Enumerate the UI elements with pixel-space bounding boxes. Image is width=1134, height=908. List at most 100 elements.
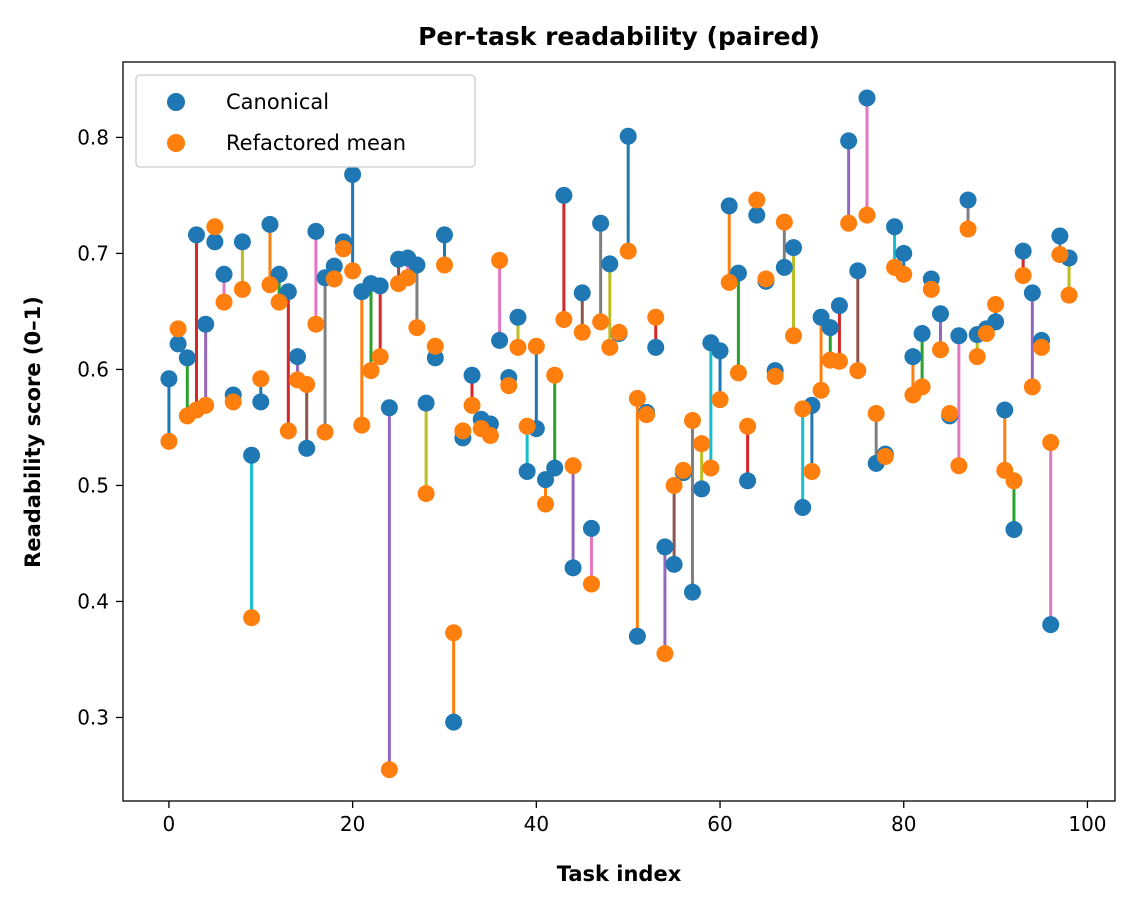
- refactored-point: [500, 377, 518, 395]
- refactored-point: [160, 432, 178, 450]
- refactored-point: [711, 391, 729, 409]
- canonical-point: [794, 498, 812, 516]
- refactored-point: [371, 348, 389, 366]
- canonical-point: [169, 335, 187, 353]
- refactored-point: [353, 416, 371, 434]
- x-tick-label: 20: [340, 812, 365, 836]
- refactored-point: [564, 457, 582, 475]
- canonical-point: [592, 214, 610, 232]
- refactored-point: [867, 405, 885, 423]
- refactored-point: [408, 319, 426, 337]
- legend-marker-canonical: [167, 93, 185, 111]
- x-tick-label: 0: [163, 812, 176, 836]
- canonical-point: [518, 463, 536, 481]
- x-axis-label: Task index: [557, 862, 682, 886]
- y-tick-label: 0.7: [77, 241, 109, 265]
- refactored-point: [812, 381, 830, 399]
- canonical-point: [206, 233, 224, 251]
- connector-lines: [167, 97, 1071, 770]
- refactored-point: [987, 295, 1005, 313]
- canonical-point: [298, 439, 316, 457]
- refactored-point: [1023, 378, 1041, 396]
- legend-label-canonical: Canonical: [226, 90, 329, 114]
- canonical-point: [233, 233, 251, 251]
- canonical-point: [619, 127, 637, 145]
- canonical-point: [187, 226, 205, 244]
- refactored-point: [215, 293, 233, 311]
- canonical-point: [950, 327, 968, 345]
- canonical-point: [785, 239, 803, 257]
- refactored-point: [959, 220, 977, 238]
- refactored-point: [674, 461, 692, 479]
- canonical-point: [564, 559, 582, 577]
- canonical-point: [711, 342, 729, 360]
- refactored-point: [968, 348, 986, 366]
- canonical-point: [509, 308, 527, 326]
- refactored-point: [252, 370, 270, 388]
- refactored-point: [334, 240, 352, 258]
- canonical-point: [491, 331, 509, 349]
- canonical-point: [849, 262, 867, 280]
- canonical-point: [215, 265, 233, 283]
- legend-marker-refactored: [167, 134, 185, 152]
- markers: [160, 89, 1078, 779]
- y-tick-label: 0.6: [77, 357, 109, 381]
- refactored-point: [435, 256, 453, 274]
- canonical-point: [931, 305, 949, 323]
- canonical-point: [243, 446, 261, 464]
- refactored-point: [950, 457, 968, 475]
- refactored-point: [665, 476, 683, 494]
- refactored-point: [977, 324, 995, 342]
- refactored-point: [849, 362, 867, 380]
- refactored-point: [224, 393, 242, 411]
- refactored-point: [417, 485, 435, 503]
- canonical-point: [821, 319, 839, 337]
- canonical-point: [325, 257, 343, 275]
- refactored-point: [739, 417, 757, 435]
- canonical-point: [463, 366, 481, 384]
- canonical-point: [996, 401, 1014, 419]
- refactored-point: [619, 242, 637, 260]
- canonical-point: [307, 222, 325, 240]
- refactored-point: [307, 315, 325, 333]
- refactored-point: [794, 400, 812, 418]
- refactored-point: [491, 251, 509, 269]
- refactored-point: [803, 463, 821, 481]
- refactored-point: [638, 406, 656, 424]
- canonical-point: [720, 197, 738, 215]
- chart-title: Per-task readability (paired): [418, 22, 820, 51]
- refactored-point: [380, 761, 398, 779]
- y-axis-label: Readability score (0–1): [21, 296, 45, 568]
- refactored-point: [693, 435, 711, 453]
- canonical-point: [904, 348, 922, 366]
- refactored-point: [573, 323, 591, 341]
- canonical-point: [555, 186, 573, 204]
- refactored-point: [233, 280, 251, 298]
- refactored-point: [757, 270, 775, 288]
- refactored-point: [399, 269, 417, 287]
- refactored-point: [830, 352, 848, 370]
- refactored-point: [766, 367, 784, 385]
- canonical-point: [683, 583, 701, 601]
- refactored-point: [169, 320, 187, 338]
- canonical-point: [739, 472, 757, 490]
- refactored-point: [279, 422, 297, 440]
- refactored-point: [702, 459, 720, 477]
- refactored-point: [592, 313, 610, 331]
- refactored-point: [647, 308, 665, 326]
- canonical-point: [840, 132, 858, 150]
- refactored-point: [445, 624, 463, 642]
- x-tick-label: 40: [524, 812, 549, 836]
- refactored-point: [628, 389, 646, 407]
- y-tick-label: 0.5: [77, 473, 109, 497]
- canonical-point: [647, 338, 665, 356]
- plot-frame: [122, 61, 1116, 802]
- canonical-point: [601, 255, 619, 273]
- refactored-point: [206, 218, 224, 236]
- refactored-point: [922, 280, 940, 298]
- y-tick-label: 0.3: [77, 705, 109, 729]
- canonical-point: [895, 244, 913, 262]
- refactored-point: [1014, 266, 1032, 284]
- canonical-point: [665, 555, 683, 573]
- canonical-point: [748, 206, 766, 224]
